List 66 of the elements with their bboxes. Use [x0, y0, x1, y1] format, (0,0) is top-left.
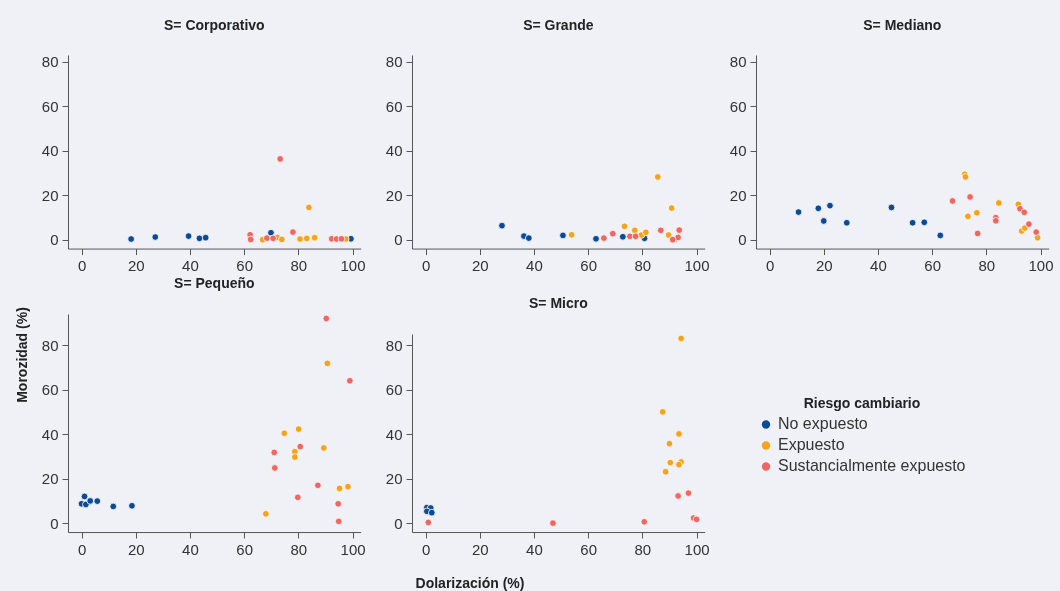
y-tick-label: 20 [730, 186, 747, 204]
y-tick-label: 60 [42, 380, 59, 398]
y-tick-label: 20 [386, 469, 403, 487]
x-tick-label: 20 [128, 257, 146, 275]
y-tick-label: 80 [42, 336, 59, 354]
y-tick-label: 0 [394, 514, 403, 532]
x-tick-label: 60 [236, 540, 254, 558]
x-tick-label: 80 [290, 257, 308, 275]
x-tick-label: 60 [580, 257, 598, 275]
y-tick-label: 40 [730, 142, 747, 160]
x-tick-label: 40 [526, 257, 544, 275]
x-tick-label: 0 [78, 540, 87, 558]
x-tick-label: 100 [684, 257, 710, 275]
y-tick-label: 60 [730, 97, 747, 115]
y-tick-label: 0 [394, 231, 403, 249]
x-tick-label: 80 [290, 540, 308, 558]
x-tick-label: 60 [924, 257, 942, 275]
x-tick-label: 20 [816, 257, 834, 275]
chart-title: S= Mediano [863, 16, 942, 33]
y-tick-label: 40 [42, 425, 59, 443]
chart-title: S= Grande [523, 16, 595, 33]
y-tick-label: 40 [386, 425, 403, 443]
x-tick-label: 80 [978, 257, 996, 275]
x-tick-label: 20 [128, 540, 146, 558]
x-tick-label: 0 [766, 257, 775, 275]
y-tick-label: 80 [42, 53, 59, 71]
x-tick-label: 60 [236, 257, 254, 275]
chart-title: S= Micro [529, 295, 589, 312]
y-axis-title: Morozidad (%) [14, 307, 30, 403]
x-tick-label: 40 [870, 257, 888, 275]
chart-title: S= Pequeño [174, 275, 255, 292]
y-tick-label: 0 [738, 231, 747, 249]
y-tick-label: 40 [386, 142, 403, 160]
x-tick-label: 0 [422, 540, 431, 558]
x-tick-label: 40 [526, 540, 544, 558]
x-tick-label: 20 [472, 540, 490, 558]
x-tick-label: 0 [422, 257, 431, 275]
legend-label: Expuesto [778, 436, 846, 454]
x-tick-label: 80 [634, 257, 652, 275]
legend-label: Sustancialmente expuesto [778, 457, 967, 475]
x-tick-label: 0 [78, 257, 87, 275]
x-tick-label: 20 [472, 257, 490, 275]
y-tick-label: 60 [42, 97, 59, 115]
x-tick-label: 100 [1028, 257, 1054, 275]
legend-title: Riesgo cambiario [804, 395, 921, 412]
y-tick-label: 20 [42, 469, 59, 487]
y-tick-label: 20 [386, 186, 403, 204]
y-tick-label: 80 [730, 53, 747, 71]
legend-label: No expuesto [778, 415, 869, 433]
x-tick-label: 60 [580, 540, 598, 558]
x-tick-label: 40 [182, 540, 200, 558]
x-tick-label: 100 [340, 540, 366, 558]
y-tick-label: 80 [386, 336, 403, 354]
x-tick-label: 100 [684, 540, 710, 558]
x-tick-label: 100 [340, 257, 366, 275]
y-tick-label: 0 [50, 514, 59, 532]
y-tick-label: 0 [50, 231, 59, 249]
x-tick-label: 80 [634, 540, 652, 558]
y-tick-label: 60 [386, 381, 403, 398]
x-axis-title: Dolarización (%) [415, 575, 525, 591]
x-tick-label: 40 [182, 257, 200, 275]
y-tick-label: 60 [386, 97, 403, 115]
y-tick-label: 80 [386, 53, 403, 71]
y-tick-label: 40 [42, 142, 59, 160]
chart-title: S= Corporativo [164, 16, 266, 33]
y-tick-label: 20 [42, 186, 59, 204]
